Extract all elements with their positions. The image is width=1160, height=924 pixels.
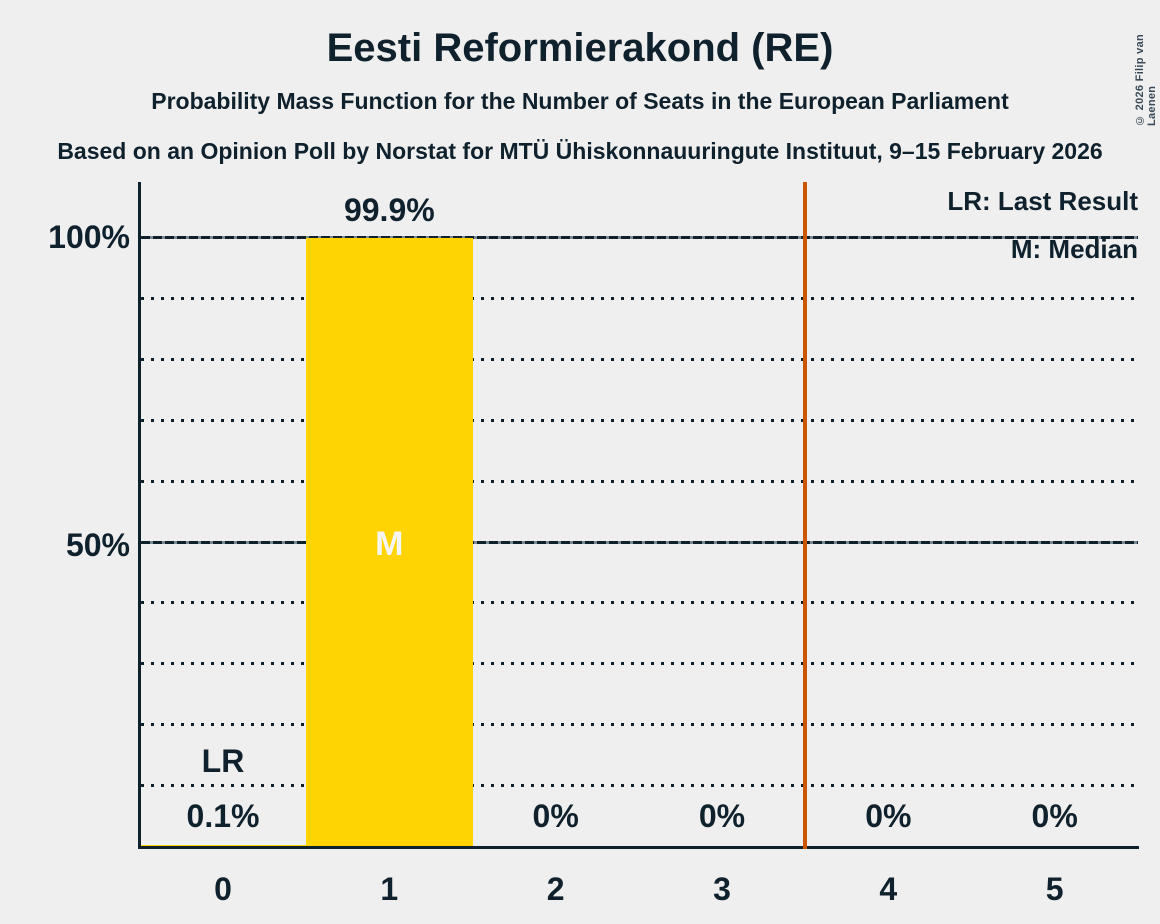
median-marker-label: M [375, 525, 404, 563]
gridline-20pct [141, 723, 1138, 727]
bar-seat-0 [140, 845, 307, 846]
gridline-30pct [141, 662, 1138, 666]
copyright-notice: © 2026 Filip van Laenen [1134, 33, 1158, 126]
gridline-90pct [141, 296, 1138, 300]
bar-value-label: 0% [698, 798, 746, 834]
legend-last-result: LR: Last Result [947, 186, 1138, 216]
page-title: Eesti Reformierakond (RE) [326, 26, 834, 70]
x-axis-line [138, 846, 1139, 849]
legend-median: M: Median [1010, 234, 1138, 264]
bar-value-label: 0% [1031, 798, 1078, 834]
y-axis-label-100: 100% [48, 219, 130, 255]
bar-value-label: 0% [865, 798, 912, 834]
gridline-40pct [141, 601, 1138, 605]
gridline-50pct [141, 540, 1138, 544]
bar-value-label: 0% [532, 798, 579, 834]
x-tick-label-4: 4 [879, 871, 898, 907]
gridline-100pct [141, 236, 1138, 239]
y-axis-line [138, 182, 141, 849]
gridline-60pct [141, 479, 1138, 483]
bar-value-label: 99.9% [343, 191, 435, 228]
y-axis-label-50: 50% [65, 527, 130, 563]
threshold-line [803, 182, 808, 849]
x-tick-label-5: 5 [1045, 871, 1064, 907]
gridline-70pct [141, 418, 1138, 422]
x-tick-label-2: 2 [546, 871, 565, 907]
gridline-80pct [141, 357, 1138, 361]
chart-subtitle: Probability Mass Function for the Number… [151, 88, 1009, 114]
bar-seat-1 [306, 237, 473, 846]
x-tick-label-3: 3 [713, 871, 731, 907]
x-tick-label-0: 0 [214, 871, 232, 907]
chart-source-line: Based on an Opinion Poll by Norstat for … [57, 138, 1103, 164]
last-result-marker-label: LR [201, 743, 245, 779]
bar-value-label: 0.1% [186, 798, 260, 834]
gridline-10pct [141, 784, 1138, 788]
x-tick-label-1: 1 [380, 871, 399, 907]
